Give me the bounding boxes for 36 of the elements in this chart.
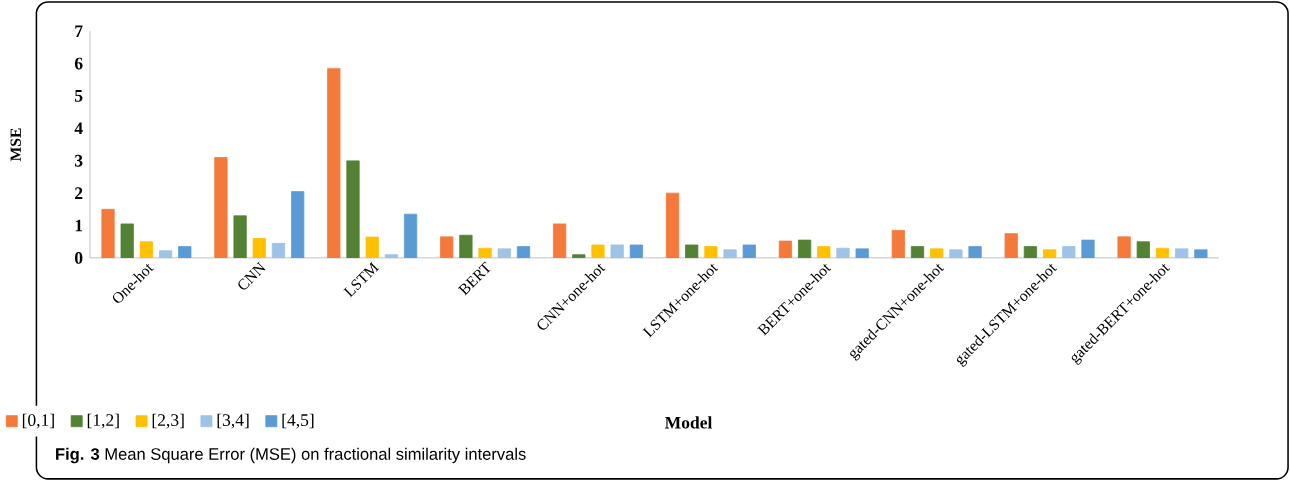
legend-label: [4,5] xyxy=(282,413,314,429)
bar xyxy=(233,215,247,259)
bar xyxy=(591,244,605,259)
y-tick-label: 0 xyxy=(74,252,83,264)
bar xyxy=(572,254,586,259)
y-tick-label: 5 xyxy=(75,90,83,102)
bar xyxy=(930,248,944,259)
y-tick-label: 4 xyxy=(74,122,83,135)
y-tick-label: 3 xyxy=(74,154,83,167)
legend-label: [1,2] xyxy=(87,413,119,429)
bar xyxy=(1136,241,1150,259)
legend-label: [3,4] xyxy=(217,413,249,429)
bar xyxy=(459,234,473,259)
legend-label: [2,3] xyxy=(152,413,184,429)
y-tick-label: 2 xyxy=(75,187,83,200)
bar xyxy=(1023,246,1038,259)
y-tick-label: 1 xyxy=(75,219,83,232)
x-axis-title: Model xyxy=(664,416,713,429)
bar xyxy=(365,236,379,259)
bar xyxy=(704,246,718,259)
bar xyxy=(346,160,360,259)
y-axis-title: MSE xyxy=(10,128,21,162)
bar xyxy=(120,223,134,259)
bar xyxy=(817,246,831,259)
bar xyxy=(685,244,699,259)
bar xyxy=(1043,249,1057,259)
bar xyxy=(910,246,925,259)
bar xyxy=(1155,247,1170,259)
bar xyxy=(798,239,812,259)
bar xyxy=(252,238,266,259)
y-tick-label: 6 xyxy=(74,57,83,70)
bar xyxy=(478,247,492,259)
legend-label: [0,1] xyxy=(22,413,54,429)
text: Fig. 3 Mean Square Error (MSE) on fractional similarity intervals xyxy=(56,447,526,464)
bar xyxy=(139,241,153,259)
y-tick-label: 7 xyxy=(75,25,83,37)
